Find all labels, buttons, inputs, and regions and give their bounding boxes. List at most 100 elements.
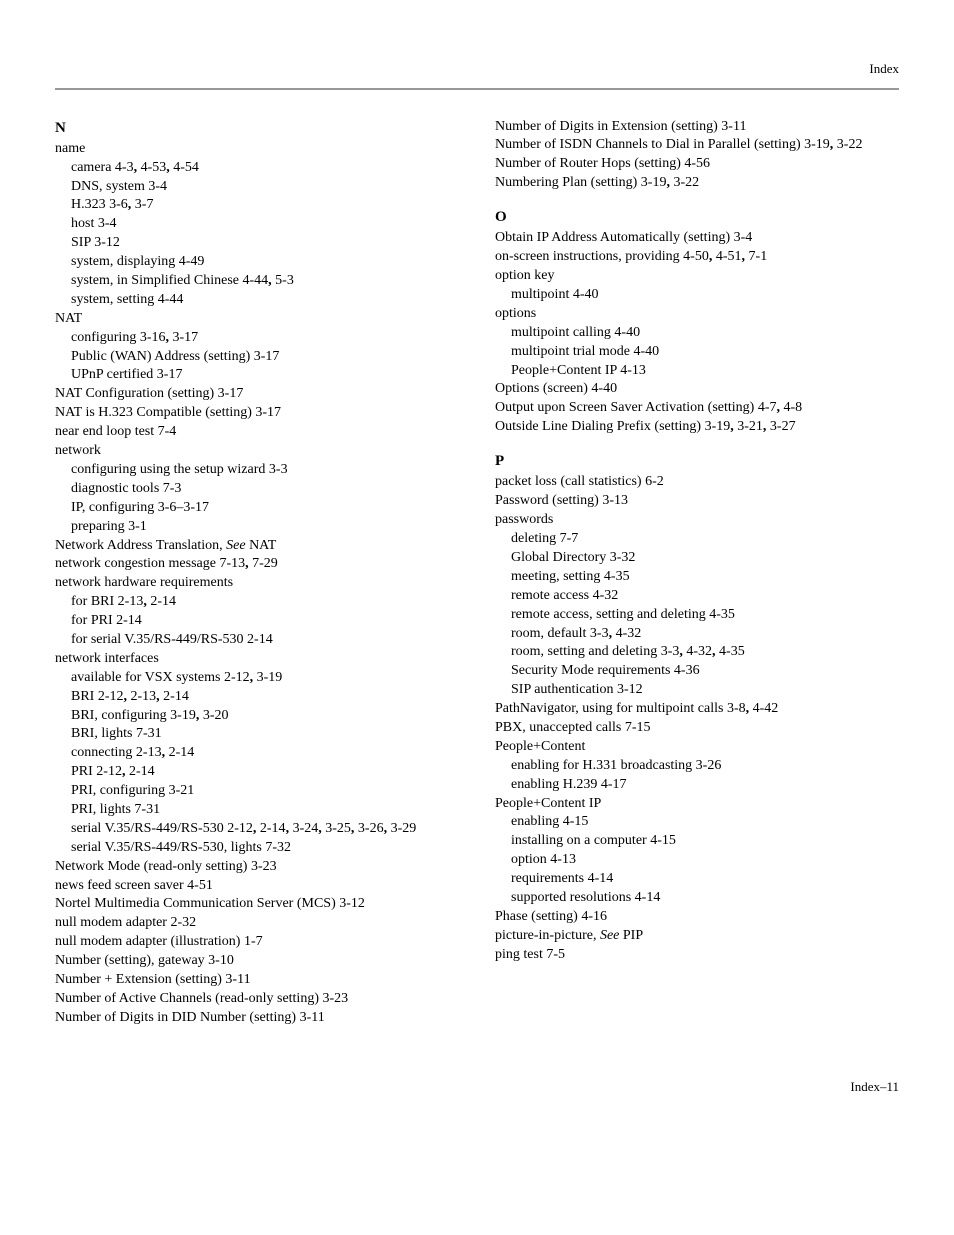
index-subentry: Security Mode requirements 4-36 bbox=[495, 662, 899, 681]
index-text-run: null modem adapter (illustration) 1-7 bbox=[55, 934, 263, 949]
index-subentry: camera 4-3, 4-53, 4-54 bbox=[55, 159, 459, 178]
index-text-run: 7-1 bbox=[745, 249, 767, 264]
index-text-run: news feed screen saver 4-51 bbox=[55, 878, 213, 893]
index-subentry: available for VSX systems 2-12, 3-19 bbox=[55, 669, 459, 688]
index-entry: network congestion message 7-13, 7-29 bbox=[55, 555, 459, 574]
index-subentry: for PRI 2-14 bbox=[55, 612, 459, 631]
index-subentry: system, in Simplified Chinese 4-44, 5-3 bbox=[55, 272, 459, 291]
index-text-run: DNS, system 3-4 bbox=[71, 179, 167, 194]
index-entry: Network Address Translation, See NAT bbox=[55, 537, 459, 556]
index-subentry: Global Directory 3-32 bbox=[495, 549, 899, 568]
index-entry: name bbox=[55, 140, 459, 159]
index-entry: option key bbox=[495, 267, 899, 286]
index-text-run: See bbox=[600, 928, 619, 943]
index-text-run: configuring 3-16 bbox=[71, 330, 165, 345]
index-text-run: available for VSX systems 2-12 bbox=[71, 670, 250, 685]
index-text-run: NAT Configuration (setting) 3-17 bbox=[55, 386, 243, 401]
index-entry: Number of Router Hops (setting) 4-56 bbox=[495, 155, 899, 174]
index-text-run: See bbox=[226, 538, 245, 553]
index-entry: PathNavigator, using for multipoint call… bbox=[495, 700, 899, 719]
index-entry: People+Content bbox=[495, 738, 899, 757]
index-text-run: Number (setting), gateway 3-10 bbox=[55, 953, 234, 968]
index-text-run: 2-14 bbox=[165, 745, 194, 760]
index-text-run: enabling 4-15 bbox=[511, 814, 588, 829]
index-letter-heading: N bbox=[55, 118, 459, 138]
index-entry: Password (setting) 3-13 bbox=[495, 492, 899, 511]
index-subentry: DNS, system 3-4 bbox=[55, 178, 459, 197]
index-text-run: Security Mode requirements 4-36 bbox=[511, 663, 700, 678]
index-text-run: connecting 2-13 bbox=[71, 745, 162, 760]
index-text-run: PRI, lights 7-31 bbox=[71, 802, 160, 817]
index-text-run: Phase (setting) 4-16 bbox=[495, 909, 607, 924]
index-subentry: UPnP certified 3-17 bbox=[55, 366, 459, 385]
index-subentry: serial V.35/RS-449/RS-530, lights 7-32 bbox=[55, 839, 459, 858]
index-text-run: 4-53 bbox=[137, 160, 166, 175]
index-entry: options bbox=[495, 305, 899, 324]
index-entry: Network Mode (read-only setting) 3-23 bbox=[55, 858, 459, 877]
index-text-run: network congestion message 7-13 bbox=[55, 556, 245, 571]
index-text-run: supported resolutions 4-14 bbox=[511, 890, 660, 905]
index-text-run: 3-21 bbox=[734, 419, 763, 434]
index-text-run: 3-17 bbox=[169, 330, 198, 345]
index-subentry: multipoint 4-40 bbox=[495, 286, 899, 305]
left-column: Nnamecamera 4-3, 4-53, 4-54DNS, system 3… bbox=[55, 118, 459, 1028]
index-text-run: Options (screen) 4-40 bbox=[495, 381, 617, 396]
index-text-run: camera 4-3 bbox=[71, 160, 134, 175]
index-text-run: PRI, configuring 3-21 bbox=[71, 783, 194, 798]
index-entry: People+Content IP bbox=[495, 795, 899, 814]
index-text-run: meeting, setting 4-35 bbox=[511, 569, 630, 584]
index-text-run: 3-22 bbox=[670, 175, 699, 190]
index-text-run: 4-35 bbox=[716, 644, 745, 659]
index-text-run: SIP 3-12 bbox=[71, 235, 120, 250]
index-text-run: Number + Extension (setting) 3-11 bbox=[55, 972, 251, 987]
index-text-run: People+Content bbox=[495, 739, 585, 754]
index-text-run: 4-32 bbox=[612, 626, 641, 641]
index-subentry: SIP authentication 3-12 bbox=[495, 681, 899, 700]
index-text-run: for BRI 2-13 bbox=[71, 594, 143, 609]
index-subentry: SIP 3-12 bbox=[55, 234, 459, 253]
index-subentry: configuring 3-16, 3-17 bbox=[55, 329, 459, 348]
index-entry: picture-in-picture, See PIP bbox=[495, 927, 899, 946]
index-text-run: 7-29 bbox=[249, 556, 278, 571]
index-text-run: option key bbox=[495, 268, 555, 283]
index-text-run: configuring using the setup wizard 3-3 bbox=[71, 462, 288, 477]
index-columns: Nnamecamera 4-3, 4-53, 4-54DNS, system 3… bbox=[55, 118, 899, 1028]
index-text-run: 2-14 bbox=[160, 689, 189, 704]
index-text-run: serial V.35/RS-449/RS-530, lights 7-32 bbox=[71, 840, 291, 855]
index-text-run: options bbox=[495, 306, 536, 321]
index-text-run: NAT bbox=[246, 538, 277, 553]
index-text-run: 3-26 bbox=[354, 821, 383, 836]
index-text-run: Outside Line Dialing Prefix (setting) 3-… bbox=[495, 419, 730, 434]
index-text-run: Number of Digits in Extension (setting) … bbox=[495, 119, 746, 134]
index-text-run: People+Content IP bbox=[495, 796, 601, 811]
index-subentry: enabling H.239 4-17 bbox=[495, 776, 899, 795]
index-entry: on-screen instructions, providing 4-50, … bbox=[495, 248, 899, 267]
index-entry: Obtain IP Address Automatically (setting… bbox=[495, 229, 899, 248]
index-subentry: room, setting and deleting 3-3, 4-32, 4-… bbox=[495, 643, 899, 662]
index-entry: Number of Digits in Extension (setting) … bbox=[495, 118, 899, 137]
index-text-run: on-screen instructions, providing 4-50 bbox=[495, 249, 709, 264]
index-text-run: 3-29 bbox=[387, 821, 416, 836]
index-text-run: system, displaying 4-49 bbox=[71, 254, 204, 269]
index-text-run: Numbering Plan (setting) 3-19 bbox=[495, 175, 666, 190]
index-subentry: preparing 3-1 bbox=[55, 518, 459, 537]
index-entry: network interfaces bbox=[55, 650, 459, 669]
index-text-run: passwords bbox=[495, 512, 553, 527]
index-subentry: multipoint trial mode 4-40 bbox=[495, 343, 899, 362]
index-subentry: installing on a computer 4-15 bbox=[495, 832, 899, 851]
index-subentry: PRI, configuring 3-21 bbox=[55, 782, 459, 801]
index-entry: network hardware requirements bbox=[55, 574, 459, 593]
footer-label: Index–11 bbox=[850, 1079, 899, 1094]
index-subentry: IP, configuring 3-6–3-17 bbox=[55, 499, 459, 518]
index-subentry: system, displaying 4-49 bbox=[55, 253, 459, 272]
index-entry: Number + Extension (setting) 3-11 bbox=[55, 971, 459, 990]
index-entry: Number of Active Channels (read-only set… bbox=[55, 990, 459, 1009]
index-text-run: 3-24 bbox=[289, 821, 318, 836]
index-entry: Number of Digits in DID Number (setting)… bbox=[55, 1009, 459, 1028]
index-subentry: PRI 2-12, 2-14 bbox=[55, 763, 459, 782]
index-text-run: 4-8 bbox=[780, 400, 802, 415]
index-text-run: room, default 3-3 bbox=[511, 626, 609, 641]
index-entry: news feed screen saver 4-51 bbox=[55, 877, 459, 896]
index-text-run: 3-19 bbox=[253, 670, 282, 685]
index-subentry: BRI 2-12, 2-13, 2-14 bbox=[55, 688, 459, 707]
